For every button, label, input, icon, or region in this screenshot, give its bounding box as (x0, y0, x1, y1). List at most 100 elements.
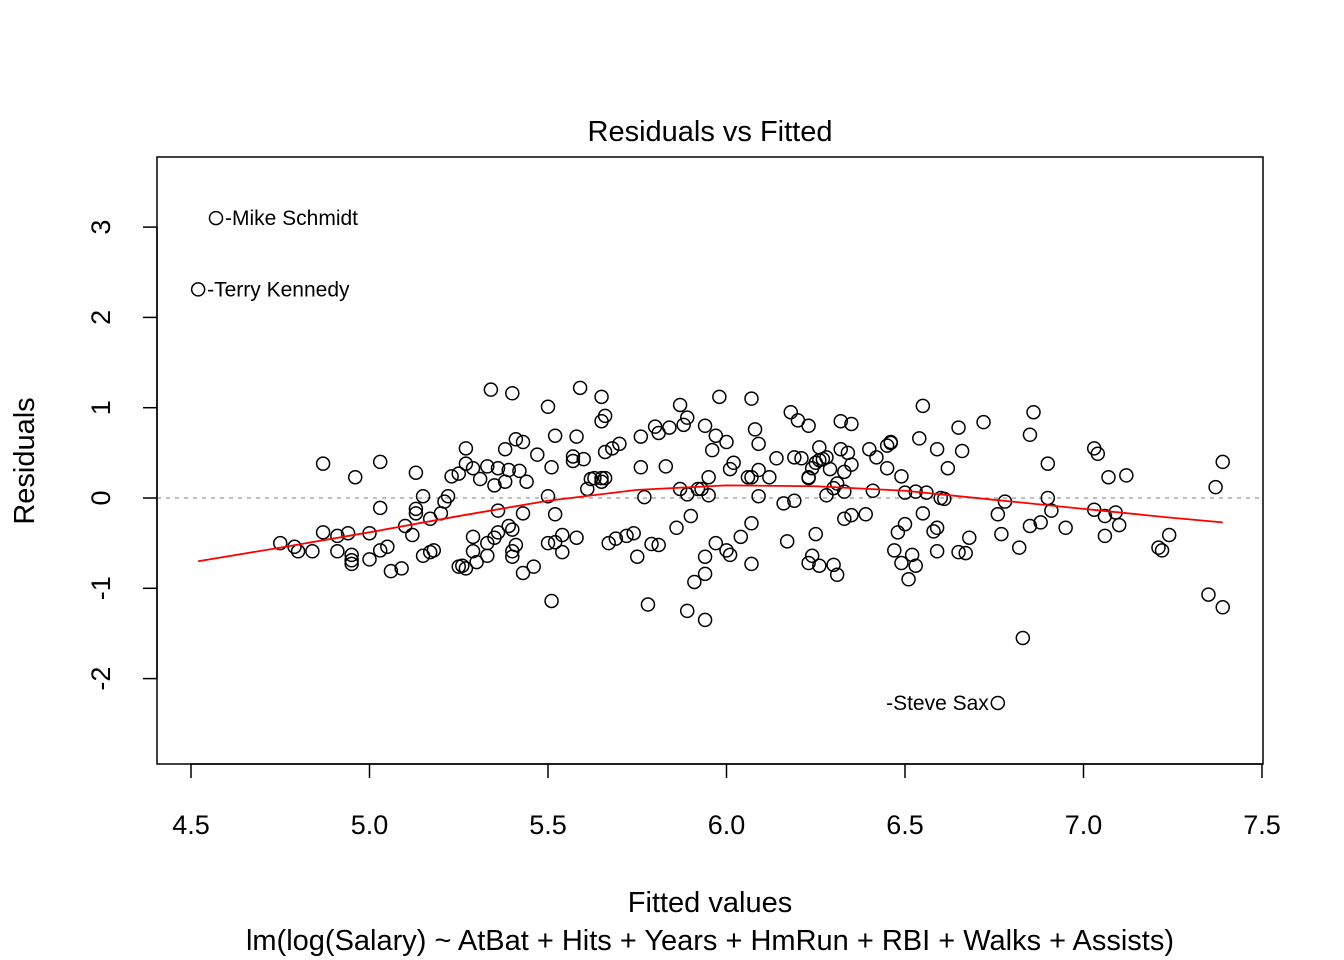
data-point (808, 526, 823, 542)
data-point (1011, 540, 1027, 555)
data-point (451, 466, 466, 481)
data-point (915, 506, 931, 521)
data-point (340, 525, 356, 541)
y-tick-label: 0 (86, 490, 116, 505)
data-point (929, 544, 945, 559)
x-tick-label: 6.0 (708, 810, 746, 840)
data-point (515, 434, 531, 450)
data-point (1022, 427, 1038, 443)
data-point (565, 449, 581, 464)
data-point (383, 563, 399, 579)
x-tick-label: 7.5 (1243, 810, 1281, 840)
data-point (608, 531, 624, 546)
data-point (426, 543, 442, 558)
data-point (794, 451, 809, 466)
data-point (958, 545, 973, 561)
data-point (544, 460, 559, 475)
data-point (483, 382, 499, 397)
model-formula-subtitle: lm(log(Salary) ~ AtBat + Hits + Years + … (246, 925, 1174, 957)
data-point (344, 547, 359, 563)
data-point (344, 553, 359, 568)
data-point (704, 442, 720, 458)
data-point (719, 543, 734, 558)
outlier-point (190, 282, 206, 297)
data-point (858, 507, 873, 522)
data-point (1044, 503, 1059, 518)
data-point (480, 548, 495, 564)
x-axis-label: Fitted values (628, 887, 792, 919)
data-point (565, 453, 581, 469)
data-point (708, 535, 724, 551)
data-point (994, 526, 1009, 542)
y-tick-label: -1 (86, 576, 116, 600)
data-point (633, 460, 649, 475)
data-point (683, 508, 699, 524)
data-point (697, 418, 713, 434)
data-point (951, 420, 966, 435)
y-tick-label: 2 (86, 310, 116, 325)
data-point (415, 488, 431, 504)
data-point (587, 470, 602, 486)
data-point (519, 474, 534, 489)
data-point (530, 447, 545, 462)
data-point (501, 518, 516, 534)
data-point (651, 537, 666, 553)
data-point (1154, 543, 1170, 558)
data-point (273, 535, 288, 551)
data-point (465, 460, 481, 476)
data-point (787, 493, 802, 508)
data-point (515, 506, 531, 521)
data-point (940, 460, 956, 476)
x-tick-label: 5.0 (351, 810, 389, 840)
data-point (819, 488, 834, 503)
data-point (508, 432, 524, 447)
data-point (572, 380, 588, 396)
data-point (894, 469, 909, 484)
outlier-label: -Terry Kennedy (207, 278, 350, 301)
outlier-label: -Mike Schmidt (225, 207, 358, 230)
data-point (612, 436, 627, 452)
data-point (801, 470, 816, 486)
y-tick-label: 3 (86, 220, 116, 235)
x-tick-label: 6.5 (886, 810, 924, 840)
data-point (626, 525, 641, 541)
data-point (555, 527, 570, 543)
data-point (555, 544, 570, 560)
data-point (769, 451, 784, 466)
y-tick-label: -2 (86, 667, 116, 691)
data-point (812, 558, 827, 573)
data-point (526, 559, 541, 574)
data-point (865, 483, 881, 499)
data-point (362, 552, 377, 567)
data-point (597, 444, 613, 460)
data-point (697, 549, 713, 564)
data-point (744, 391, 759, 406)
y-tick-label: 1 (86, 400, 116, 415)
data-point (405, 527, 420, 543)
x-tick-label: 7.0 (1065, 810, 1103, 840)
data-point (597, 408, 613, 424)
data-point (455, 558, 470, 573)
data-point (1161, 527, 1177, 543)
outlier-point (990, 695, 1006, 711)
data-point (1040, 490, 1056, 506)
data-point (926, 524, 941, 539)
data-point (833, 413, 848, 429)
data-point (594, 389, 609, 405)
data-point (458, 456, 474, 471)
data-point (594, 470, 609, 486)
data-point (776, 496, 791, 511)
data-point (458, 561, 474, 576)
data-point (505, 386, 520, 401)
data-point (844, 457, 859, 472)
data-point (762, 469, 777, 485)
data-point (887, 543, 902, 558)
data-point (954, 443, 970, 459)
data-point (829, 476, 845, 491)
data-point (480, 459, 495, 474)
data-point (594, 474, 609, 489)
x-tick-label: 4.5 (172, 810, 210, 840)
data-point (1119, 468, 1134, 483)
data-point (372, 454, 388, 470)
data-point (929, 441, 945, 457)
